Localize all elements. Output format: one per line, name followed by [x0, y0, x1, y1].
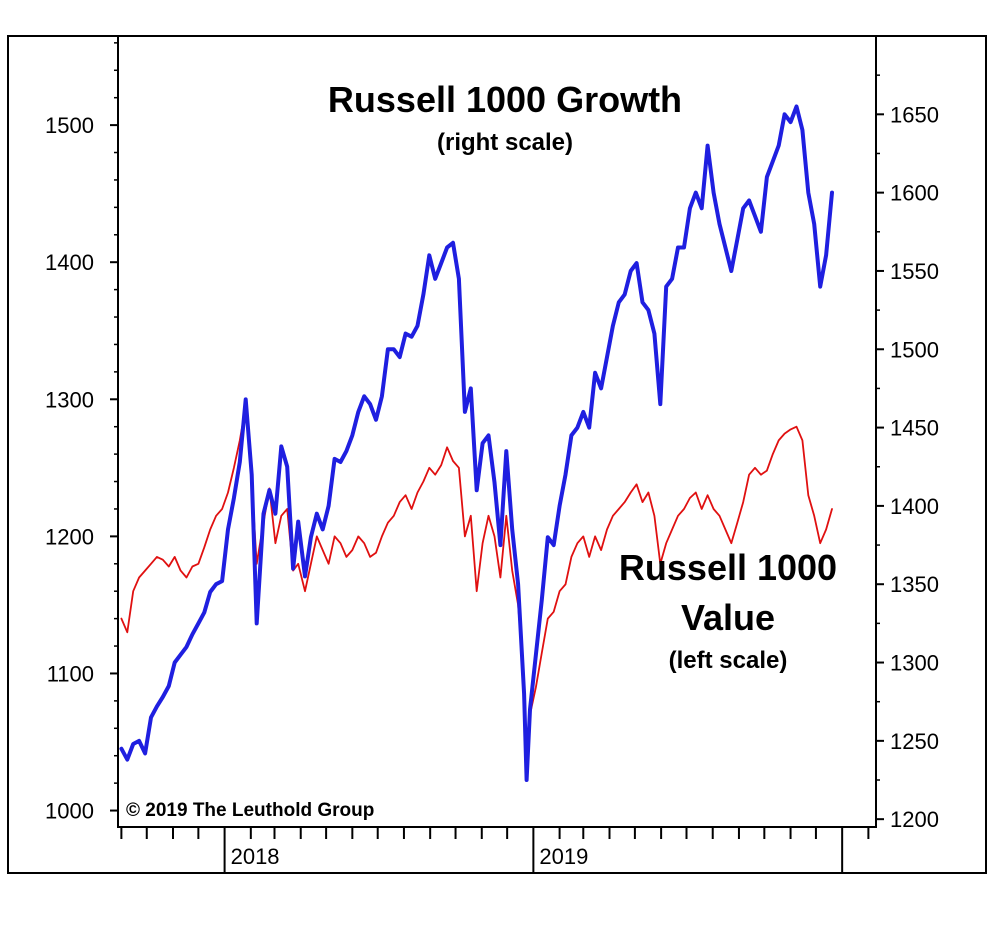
value-annotation-title-line2: Value — [681, 597, 775, 638]
left-y-axis: 1000 1100 1200 1300 1400 1500 — [45, 42, 118, 824]
right-tick-label: 1200 — [890, 807, 939, 832]
right-y-axis: 1200 1250 1300 1350 1400 1450 1500 1550 1600 1650 — [876, 74, 939, 832]
right-tick-label: 1450 — [890, 416, 939, 441]
right-tick-label: 1550 — [890, 259, 939, 284]
series-layer — [119, 104, 834, 782]
right-tick-label: 1250 — [890, 729, 939, 754]
russell-1000-growth-line — [119, 104, 834, 782]
x-tick-label: 2018 — [231, 844, 280, 869]
left-tick-label: 1200 — [45, 524, 94, 549]
x-axis: 2018 2019 — [120, 827, 870, 873]
right-tick-label: 1600 — [890, 181, 939, 206]
left-tick-label: 1500 — [45, 113, 94, 138]
right-tick-label: 1400 — [890, 494, 939, 519]
left-tick-label: 1100 — [47, 661, 94, 686]
left-tick-label: 1300 — [45, 387, 94, 412]
copyright-notice: © 2019 The Leuthold Group — [126, 800, 374, 821]
right-tick-label: 1500 — [890, 337, 939, 362]
left-tick-label: 1400 — [45, 250, 94, 275]
right-tick-label: 1350 — [890, 572, 939, 597]
value-annotation-subtitle: (left scale) — [669, 647, 788, 674]
x-tick-label: 2019 — [539, 844, 588, 869]
growth-annotation-title: Russell 1000 Growth — [328, 79, 682, 120]
right-tick-label: 1650 — [890, 102, 939, 127]
growth-annotation-subtitle: (right scale) — [437, 129, 573, 156]
left-tick-label: 1000 — [45, 799, 94, 824]
right-tick-label: 1300 — [890, 651, 939, 676]
value-annotation-title-line1: Russell 1000 — [619, 547, 837, 588]
